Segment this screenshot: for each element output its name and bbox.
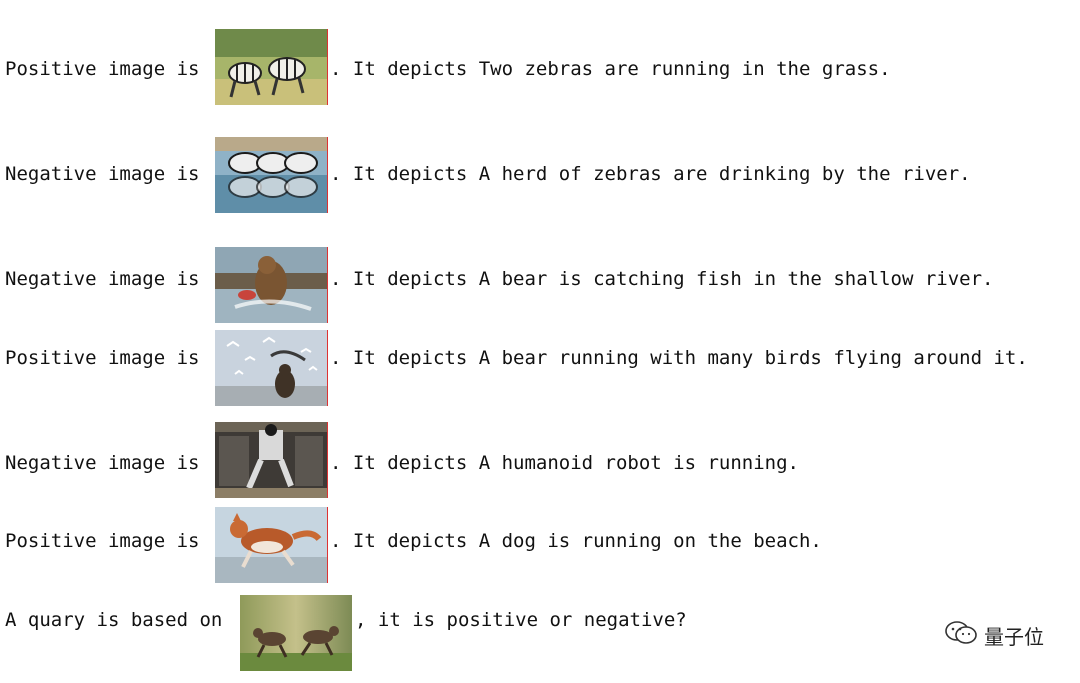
row-5-image — [215, 422, 328, 498]
row-1-label: Positive image is — [5, 58, 200, 80]
row-1-image — [215, 29, 328, 105]
wechat-icon — [944, 620, 978, 651]
row-3-label: Negative image is — [5, 268, 200, 290]
row-6-caption: . It depicts A dog is running on the bea… — [330, 530, 822, 552]
row-2-image — [215, 137, 328, 213]
watermark: 量子位 — [944, 620, 1044, 651]
row-2-label: Negative image is — [5, 163, 200, 185]
row-6-label: Positive image is — [5, 530, 200, 552]
row-3-caption: . It depicts A bear is catching fish in … — [330, 268, 994, 290]
row-5-label: Negative image is — [5, 452, 200, 474]
row-5-caption: . It depicts A humanoid robot is running… — [330, 452, 799, 474]
query-prefix: A quary is based on — [5, 609, 223, 631]
row-1-caption: . It depicts Two zebras are running in t… — [330, 58, 891, 80]
row-6-image — [215, 507, 328, 583]
row-2-caption: . It depicts A herd of zebras are drinki… — [330, 163, 971, 185]
watermark-text: 量子位 — [984, 625, 1044, 649]
query-image — [240, 595, 352, 671]
row-3-image — [215, 247, 328, 323]
row-4-caption: . It depicts A bear running with many bi… — [330, 347, 1028, 369]
query-suffix: , it is positive or negative? — [355, 609, 687, 631]
row-4-image — [215, 330, 328, 406]
row-4-label: Positive image is — [5, 347, 200, 369]
